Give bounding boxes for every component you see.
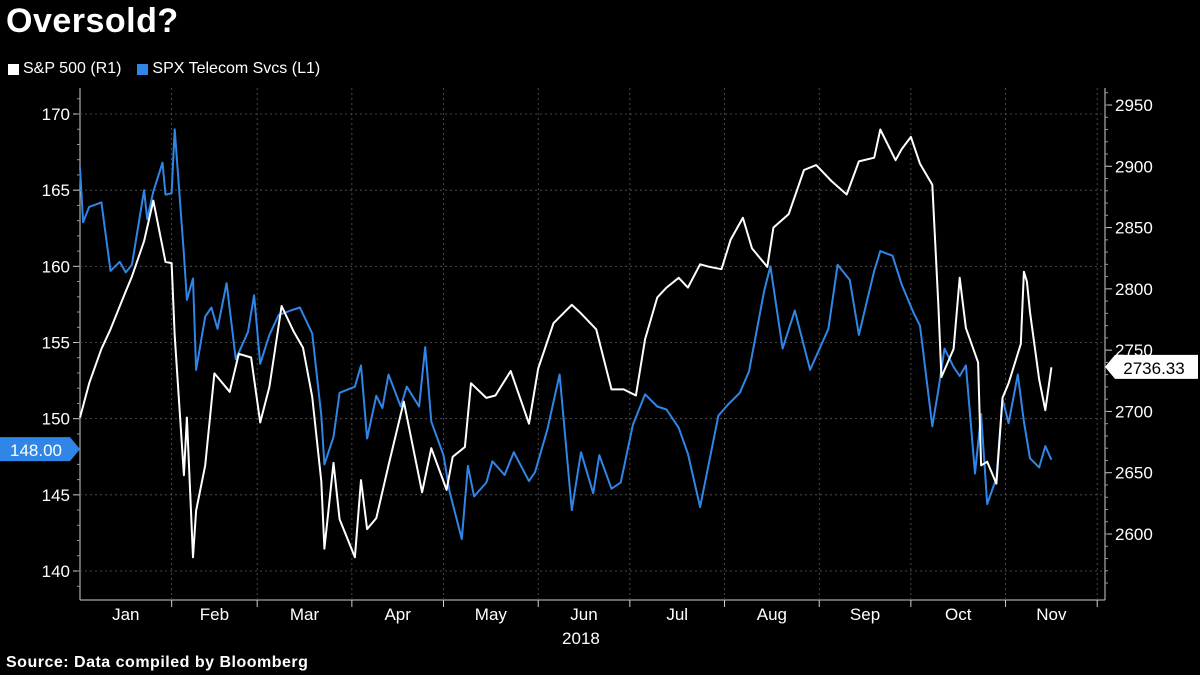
x-tick-label: Aug: [757, 605, 787, 624]
telecom-series-line: [79, 128, 1053, 540]
x-tick-label: Jan: [112, 605, 139, 624]
legend-swatch-telecom: [137, 63, 149, 75]
x-tick-label: Nov: [1036, 605, 1067, 624]
right-tick-label: 2800: [1115, 280, 1153, 299]
x-tick-label: Feb: [200, 605, 229, 624]
legend-label-sp500: S&P 500 (R1): [23, 60, 122, 77]
right-tick-label: 2650: [1115, 464, 1153, 483]
left-last-value-badge: [0, 437, 80, 462]
left-tick-label: 150: [42, 410, 70, 429]
right-last-value-badge: [1105, 354, 1198, 379]
right-tick-label: 2850: [1115, 219, 1153, 238]
right-tick-label: 2950: [1115, 96, 1153, 115]
right-tick-label: 2900: [1115, 157, 1153, 176]
right-last-value-label: 2736.33: [1123, 359, 1184, 378]
x-tick-label: Jun: [570, 605, 597, 624]
x-tick-label: Apr: [384, 605, 411, 624]
legend-label-telecom: SPX Telecom Svcs (L1): [152, 60, 321, 77]
left-tick-label: 140: [42, 562, 70, 581]
x-axis-year-label: 2018: [562, 629, 600, 648]
chart-title: Oversold?: [6, 2, 179, 40]
sp500-series-line: [79, 128, 1053, 559]
x-tick-label: May: [475, 605, 508, 624]
legend-swatch-sp500: [8, 63, 19, 75]
x-tick-label: Oct: [945, 605, 972, 624]
x-tick-label: Mar: [290, 605, 320, 624]
legend-item-sp500: S&P 500 (R1): [8, 60, 121, 78]
left-tick-label: 170: [42, 105, 70, 124]
x-tick-label: Sep: [850, 605, 880, 624]
right-tick-label: 2700: [1115, 402, 1153, 421]
legend-item-telecom: SPX Telecom Svcs (L1): [137, 60, 320, 78]
left-last-value-label: 148.00: [10, 441, 62, 460]
source-note: Source: Data compiled by Bloomberg: [6, 654, 309, 671]
right-tick-label: 2600: [1115, 525, 1153, 544]
left-tick-label: 165: [42, 181, 70, 200]
left-tick-label: 160: [42, 257, 70, 276]
left-tick-label: 155: [42, 334, 70, 353]
x-tick-label: Jul: [666, 605, 688, 624]
legend: S&P 500 (R1) SPX Telecom Svcs (L1): [8, 60, 320, 78]
left-tick-label: 145: [42, 486, 70, 505]
